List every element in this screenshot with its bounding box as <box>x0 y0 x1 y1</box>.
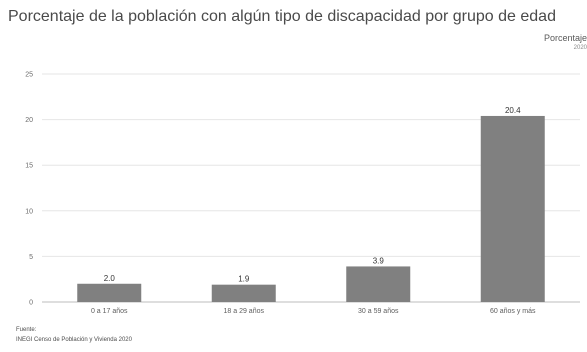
bar <box>211 284 276 302</box>
legend-year: 2020 <box>573 45 587 51</box>
x-tick-label: 18 a 29 años <box>224 308 265 315</box>
source-text: INEGI Censo de Población y Vivienda 2020 <box>16 337 132 343</box>
bar <box>346 266 411 302</box>
data-label: 20.4 <box>505 106 521 115</box>
y-tick-label: 25 <box>25 72 33 79</box>
y-tick-label: 5 <box>29 254 33 261</box>
x-tick-label: 30 a 59 años <box>358 308 399 315</box>
y-tick-label: 15 <box>25 163 33 170</box>
source-note: Fuente: INEGI Censo de Población y Vivie… <box>16 325 132 345</box>
data-label: 1.9 <box>238 275 250 284</box>
data-label: 3.9 <box>373 256 385 265</box>
data-label: 2.0 <box>104 274 116 283</box>
bar <box>77 283 142 302</box>
legend: Porcentaje 2020 <box>544 33 587 53</box>
legend-label: Porcentaje <box>543 33 587 43</box>
y-tick-label: 20 <box>25 117 33 124</box>
chart-title: Porcentaje de la población con algún tip… <box>8 8 556 25</box>
x-tick-label: 0 a 17 años <box>91 308 128 315</box>
x-tick-label: 60 años y más <box>490 308 536 315</box>
source-heading: Fuente: <box>16 327 37 333</box>
bar <box>480 115 545 303</box>
y-tick-label: 0 <box>29 300 33 307</box>
y-tick-label: 10 <box>25 208 33 215</box>
